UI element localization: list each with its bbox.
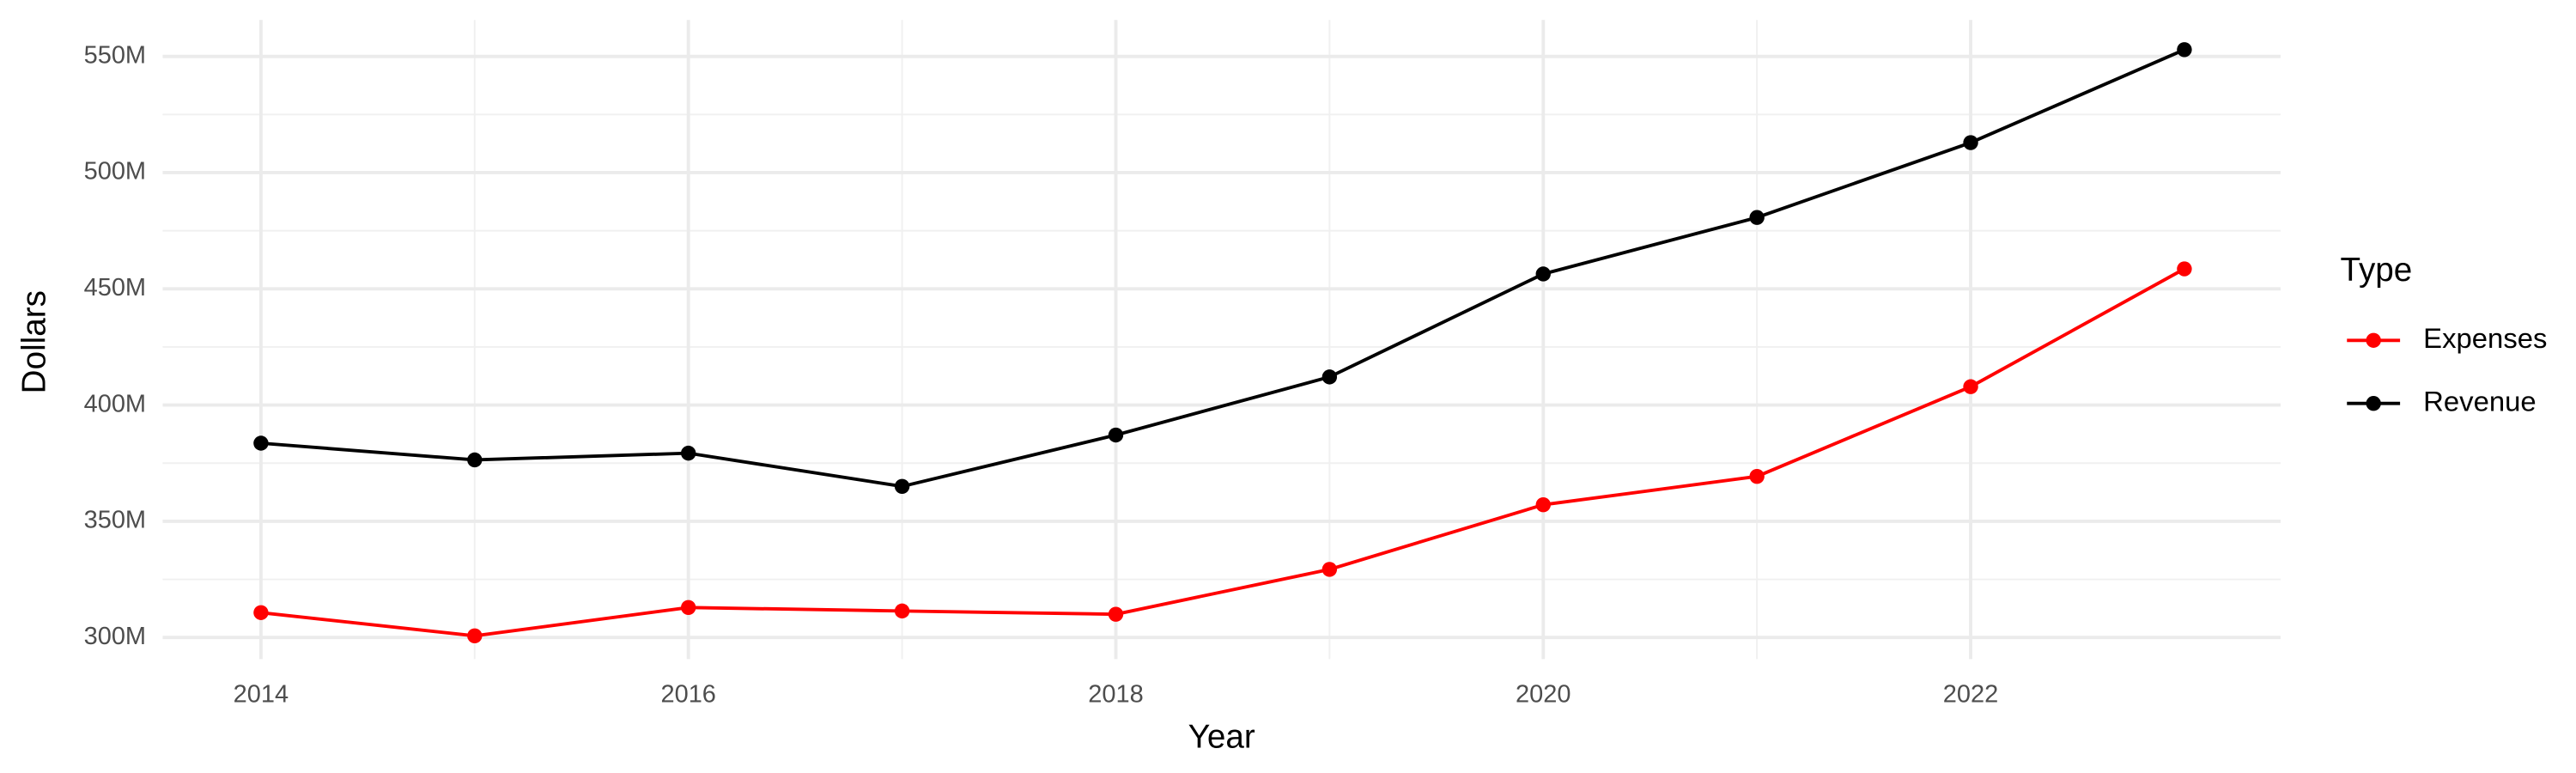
x-axis-title: Year xyxy=(1188,718,1255,755)
x-tick-label: 2020 xyxy=(1516,681,1571,709)
data-point xyxy=(2177,261,2192,277)
x-tick-label: 2014 xyxy=(234,681,289,709)
x-tick-label: 2018 xyxy=(1088,681,1143,709)
y-axis-title: Dollars xyxy=(16,290,53,393)
y-tick-label: 550M xyxy=(84,41,147,69)
data-point xyxy=(894,603,910,619)
data-point xyxy=(1535,266,1551,282)
y-tick-label: 350M xyxy=(84,507,147,534)
series-line xyxy=(260,267,2185,638)
data-point xyxy=(1108,427,1124,443)
data-point xyxy=(253,435,269,451)
data-point xyxy=(1108,606,1124,622)
data-point xyxy=(253,605,269,620)
data-point xyxy=(681,600,696,616)
data-point xyxy=(467,628,483,644)
y-tick-label: 500M xyxy=(84,158,147,186)
data-point xyxy=(1963,135,1978,150)
data-point xyxy=(1749,468,1765,484)
series-line xyxy=(260,48,2185,489)
legend-label: Revenue xyxy=(2423,385,2537,417)
x-tick-label: 2022 xyxy=(1943,681,1998,709)
data-point xyxy=(1963,379,1978,394)
legend-marker xyxy=(2366,332,2381,348)
data-point xyxy=(681,445,696,461)
y-tick-label: 450M xyxy=(84,274,147,301)
legend-title: Type xyxy=(2341,252,2413,289)
data-point xyxy=(1321,369,1338,385)
data-point xyxy=(467,452,483,468)
data-point xyxy=(894,478,910,495)
legend-marker xyxy=(2366,396,2381,411)
data-point xyxy=(1535,497,1551,513)
data-point xyxy=(1321,562,1338,577)
data-point xyxy=(1749,210,1765,225)
x-tick-label: 2016 xyxy=(660,681,715,709)
y-tick-label: 300M xyxy=(84,623,147,650)
legend-label: Expenses xyxy=(2423,322,2547,354)
y-tick-label: 400M xyxy=(84,390,147,417)
data-point xyxy=(2177,42,2192,58)
